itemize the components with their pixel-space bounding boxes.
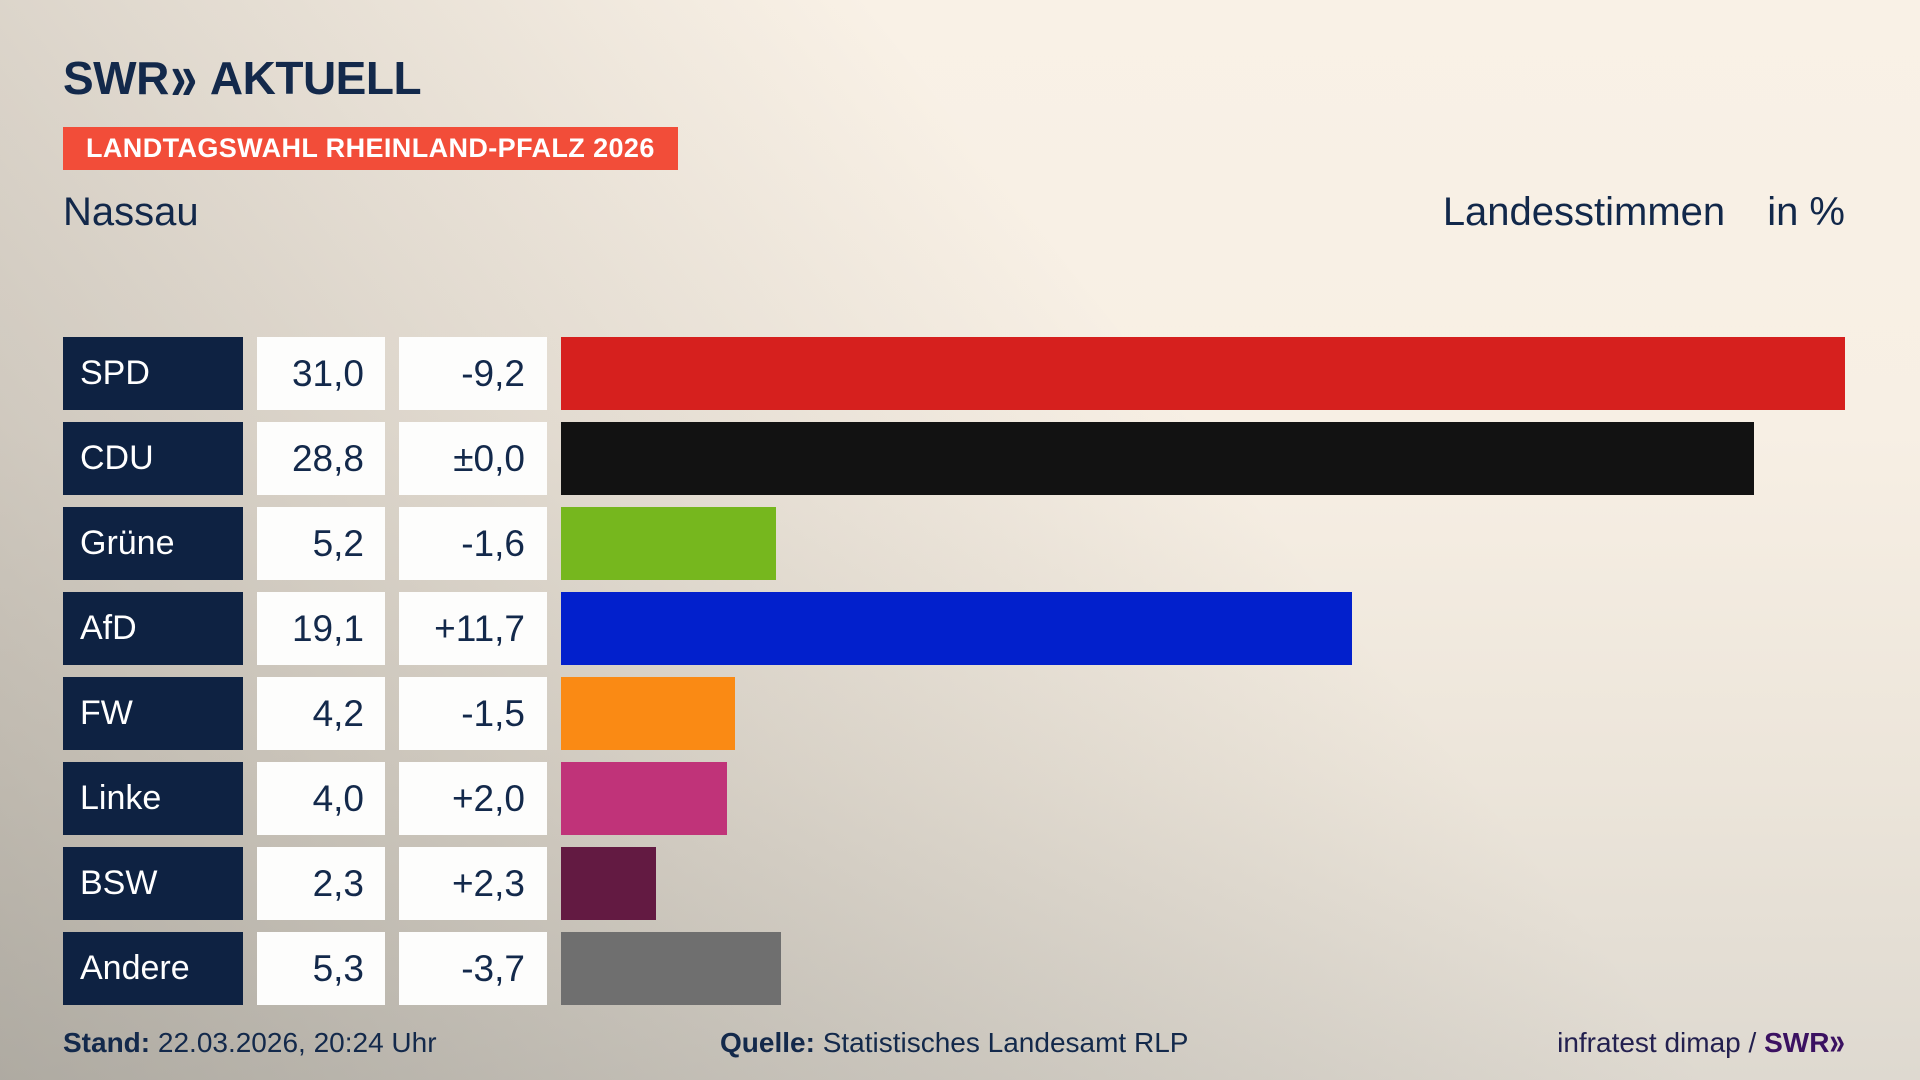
bar-track: [561, 932, 1845, 1005]
source-label: Quelle:: [720, 1027, 815, 1058]
footer: Stand: 22.03.2026, 20:24 Uhr Quelle: Sta…: [63, 1020, 1845, 1069]
change-cell: -1,6: [399, 507, 547, 580]
bar-track: [561, 847, 1845, 920]
table-row: BSW 2,3 +2,3: [63, 847, 1845, 920]
bar-track: [561, 592, 1845, 665]
party-cell: FW: [63, 677, 243, 750]
party-cell: Grüne: [63, 507, 243, 580]
party-cell: AfD: [63, 592, 243, 665]
credit-text: infratest dimap /: [1557, 1027, 1757, 1058]
table-row: FW 4,2 -1,5: [63, 677, 1845, 750]
measure-label: Landesstimmen: [1442, 190, 1726, 234]
credit: infratest dimap / SWR»: [1557, 1020, 1845, 1063]
stand-timestamp: Stand: 22.03.2026, 20:24 Uhr: [63, 1023, 437, 1063]
change-cell: -9,2: [399, 337, 547, 410]
result-bar: [561, 847, 657, 920]
party-cell: Linke: [63, 762, 243, 835]
source: Quelle: Statistisches Landesamt RLP: [720, 1023, 1188, 1063]
bar-chart: SPD 31,0 -9,2 CDU 28,8 ±0,0 Grüne 5,2 -1…: [63, 337, 1845, 1005]
unit-label: in %: [1767, 190, 1845, 234]
bar-track: [561, 507, 1845, 580]
bar-track: [561, 422, 1845, 495]
swr-aktuell-logo: SWR» AKTUELL: [63, 0, 1845, 113]
party-cell: SPD: [63, 337, 243, 410]
election-banner: LANDTAGSWAHL RHEINLAND-PFALZ 2026: [63, 127, 678, 170]
change-cell: ±0,0: [399, 422, 547, 495]
table-row: AfD 19,1 +11,7: [63, 592, 1845, 665]
value-cell: 4,2: [257, 677, 385, 750]
table-row: Grüne 5,2 -1,6: [63, 507, 1845, 580]
party-cell: CDU: [63, 422, 243, 495]
change-cell: -3,7: [399, 932, 547, 1005]
result-bar: [561, 762, 727, 835]
bar-track: [561, 677, 1845, 750]
change-cell: +2,0: [399, 762, 547, 835]
result-bar: [561, 337, 1845, 410]
stand-label: Stand:: [63, 1027, 151, 1058]
result-bar: [561, 507, 777, 580]
source-value: Statistisches Landesamt RLP: [822, 1027, 1189, 1058]
table-row: Linke 4,0 +2,0: [63, 762, 1845, 835]
table-row: SPD 31,0 -9,2: [63, 337, 1845, 410]
value-cell: 19,1: [257, 592, 385, 665]
party-cell: BSW: [63, 847, 243, 920]
value-cell: 4,0: [257, 762, 385, 835]
result-bar: [561, 592, 1353, 665]
party-cell: Andere: [63, 932, 243, 1005]
result-bar: [561, 932, 781, 1005]
double-chevron-icon: »: [170, 38, 197, 114]
table-row: Andere 5,3 -3,7: [63, 932, 1845, 1005]
value-cell: 31,0: [257, 337, 385, 410]
credit-chevron-icon: »: [1829, 1020, 1845, 1063]
swr-logo-text: SWR: [63, 52, 169, 104]
result-bar: [561, 422, 1754, 495]
change-cell: -1,5: [399, 677, 547, 750]
brand-text: AKTUELL: [209, 52, 422, 104]
table-row: CDU 28,8 ±0,0: [63, 422, 1845, 495]
stand-value: 22.03.2026, 20:24 Uhr: [157, 1027, 437, 1058]
value-cell: 5,2: [257, 507, 385, 580]
value-cell: 28,8: [257, 422, 385, 495]
change-cell: +11,7: [399, 592, 547, 665]
measure-header: Landesstimmen in %: [1443, 186, 1845, 238]
result-bar: [561, 677, 735, 750]
credit-swr-logo: SWR: [1764, 1027, 1830, 1058]
title-row: Nassau Landesstimmen in %: [63, 186, 1845, 238]
change-cell: +2,3: [399, 847, 547, 920]
bar-track: [561, 337, 1845, 410]
bar-track: [561, 762, 1845, 835]
region-title: Nassau: [63, 190, 199, 234]
value-cell: 5,3: [257, 932, 385, 1005]
value-cell: 2,3: [257, 847, 385, 920]
